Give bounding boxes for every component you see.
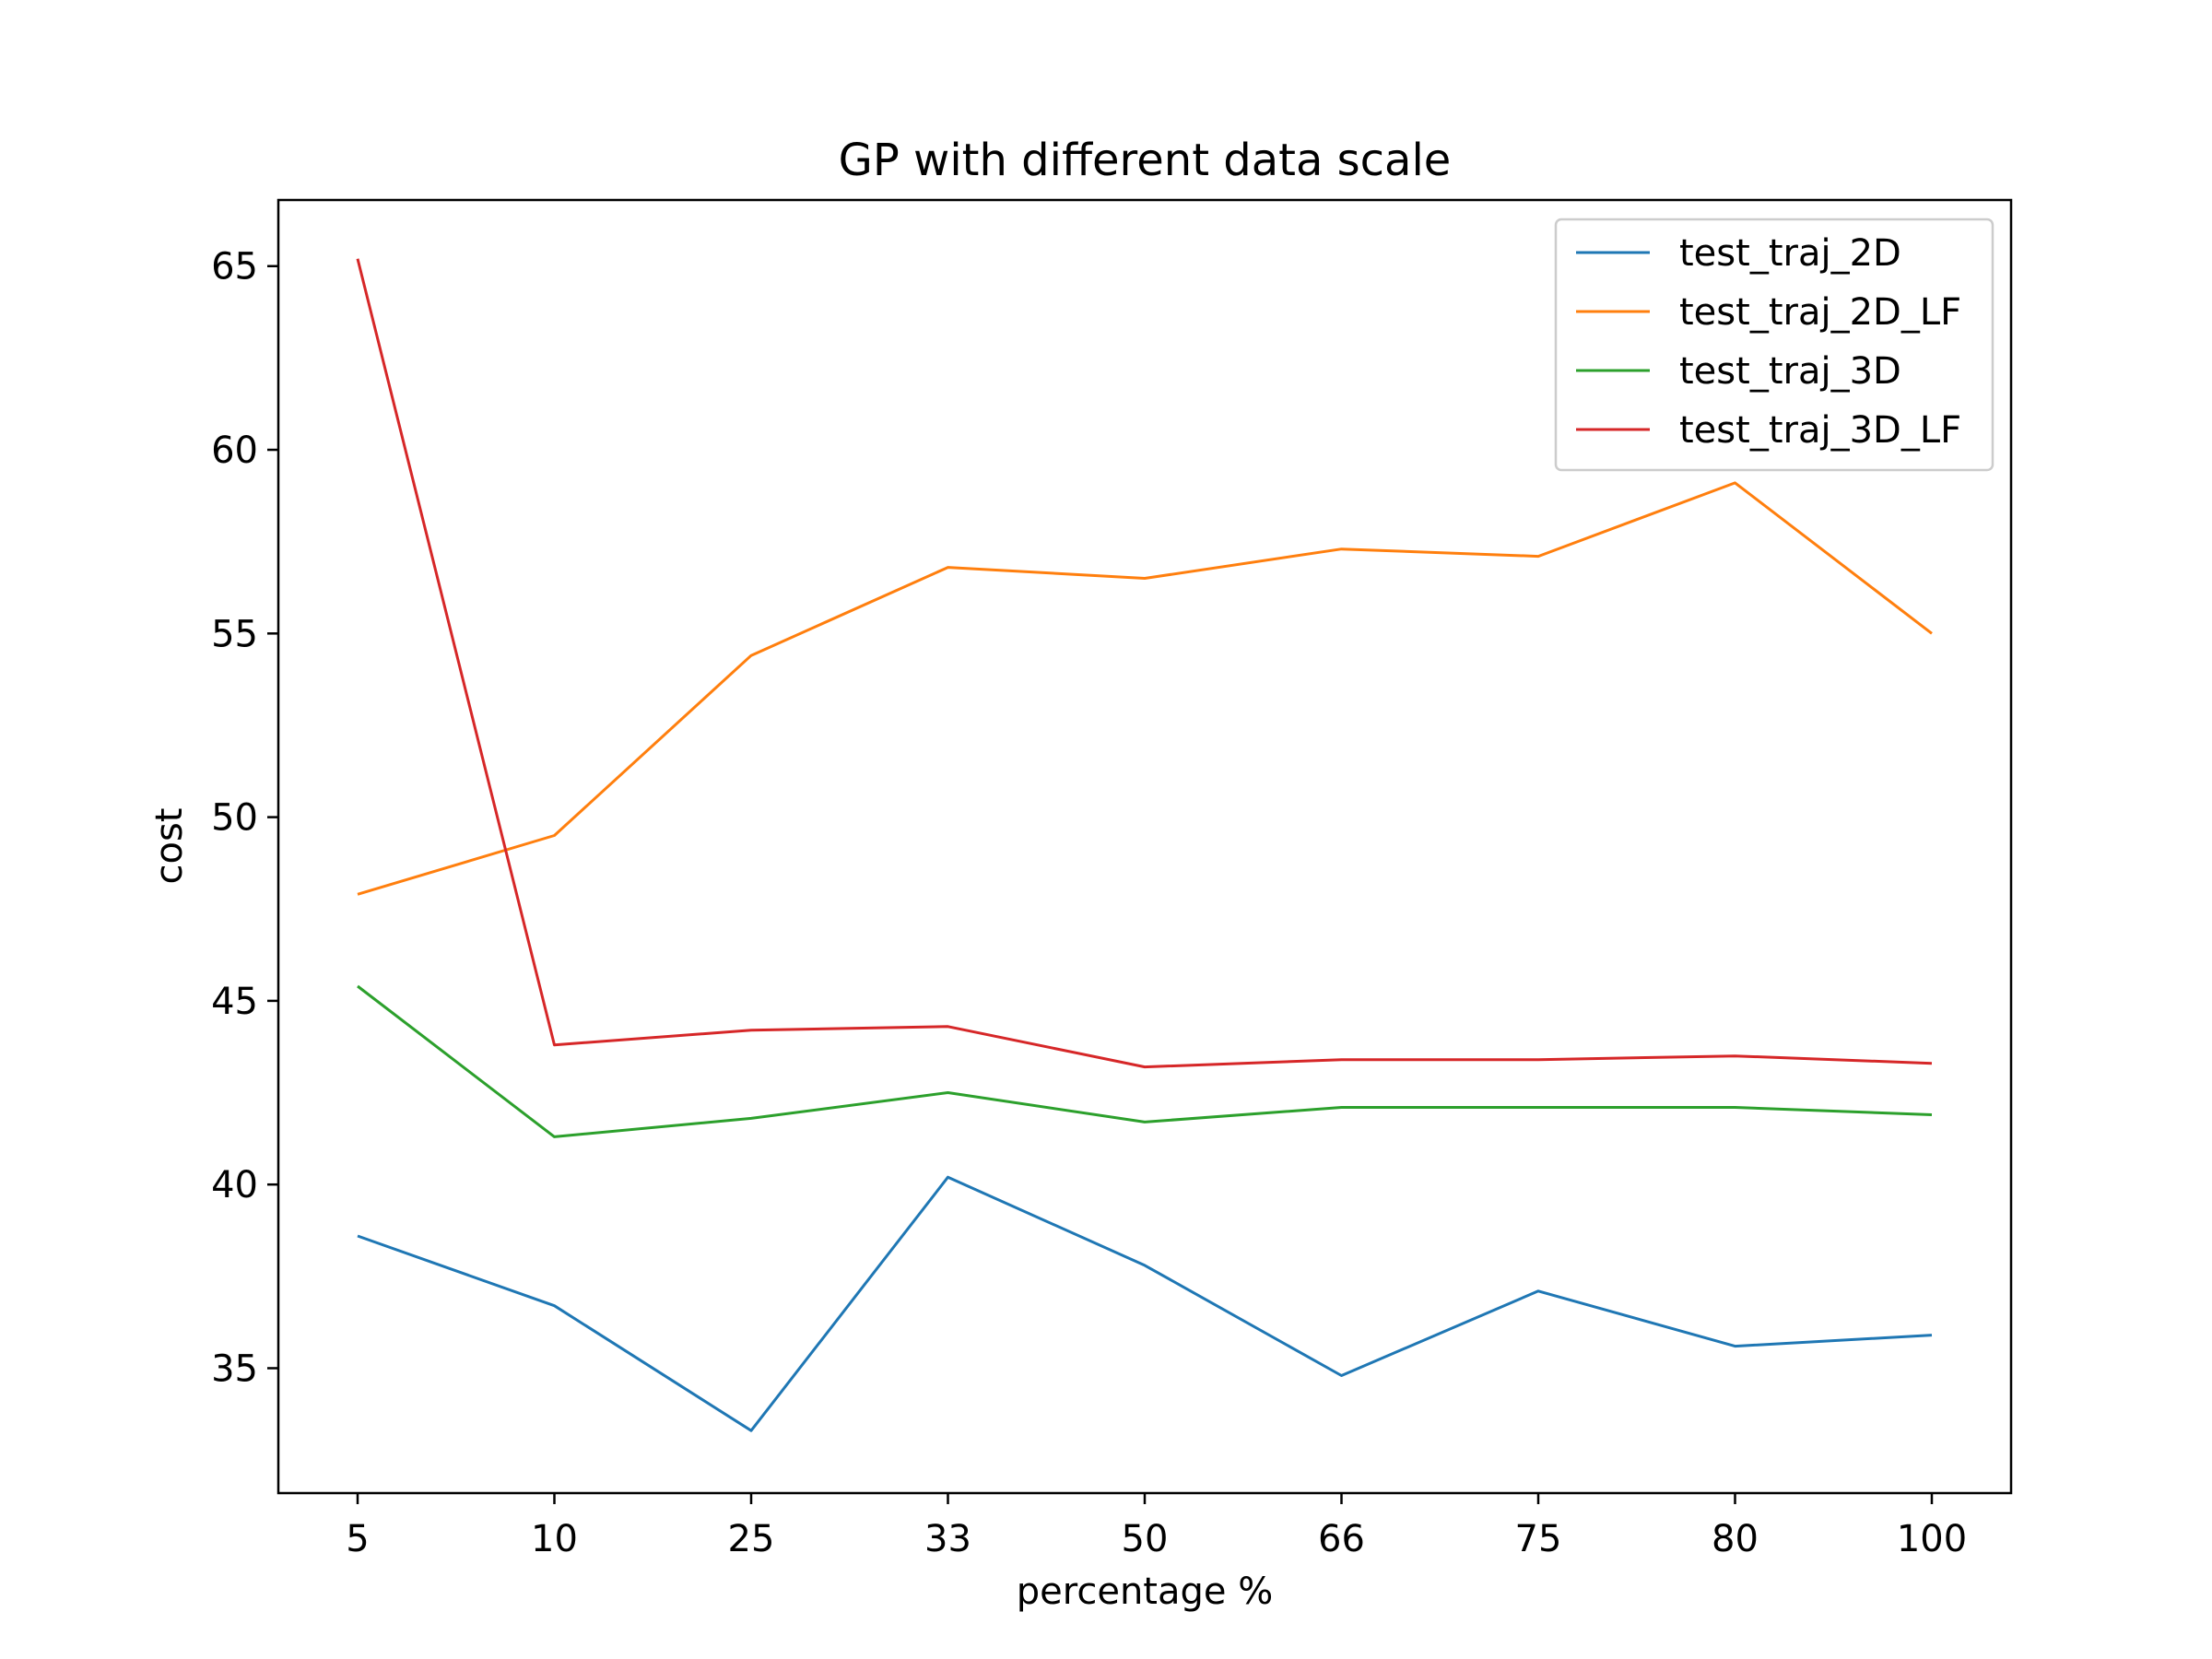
y-axis-ticks: 35 40 45 50 55 60 65	[211, 246, 278, 1390]
y-tick-label: 60	[211, 429, 258, 472]
x-tick-label: 33	[924, 1518, 971, 1560]
x-tick-label: 50	[1122, 1518, 1169, 1560]
x-tick-label: 100	[1897, 1518, 1967, 1560]
x-tick-label: 5	[346, 1518, 369, 1560]
y-tick-label: 45	[211, 981, 258, 1023]
y-axis-label: cost	[148, 808, 191, 885]
x-tick-label: 80	[1712, 1518, 1759, 1560]
series-lines	[356, 258, 1933, 1432]
legend-label: test_traj_3D	[1679, 350, 1901, 393]
x-axis-ticks: 5 10 25 33 50 66 75 80 100	[346, 1493, 1967, 1560]
legend-entries: test_traj_2D test_traj_2D_LF test_traj_3Dt…	[1576, 232, 1961, 452]
x-axis-label: percentage %	[1017, 1571, 1273, 1613]
x-tick-label: 75	[1515, 1518, 1562, 1560]
legend: test_traj_2D test_traj_2D_LF test_traj_3Dt…	[1554, 218, 1994, 472]
legend-label: test_traj_3D_LF	[1679, 409, 1961, 452]
x-tick-label: 66	[1318, 1518, 1365, 1560]
x-tick-label: 25	[728, 1518, 775, 1560]
series-line-test_traj_2D_LF	[357, 481, 1933, 896]
plot-frame	[276, 198, 2013, 1495]
series-line-test_traj_2D	[357, 1175, 1933, 1432]
chart-title: GP with different data scale	[839, 135, 1452, 186]
x-tick-label: 10	[531, 1518, 578, 1560]
y-tick-label: 50	[211, 797, 258, 840]
y-tick-label: 55	[211, 613, 258, 655]
legend-label: test_traj_2D	[1679, 232, 1901, 275]
legend-label: test_traj_2D_LF	[1679, 291, 1961, 334]
series-line-test_traj_3D	[357, 984, 1933, 1138]
y-tick-label: 40	[211, 1164, 258, 1206]
y-tick-label: 65	[211, 246, 258, 288]
legend-box	[1554, 218, 1994, 472]
series-line-test_traj_3D_LF	[356, 258, 1933, 1069]
y-tick-label: 35	[211, 1347, 258, 1390]
